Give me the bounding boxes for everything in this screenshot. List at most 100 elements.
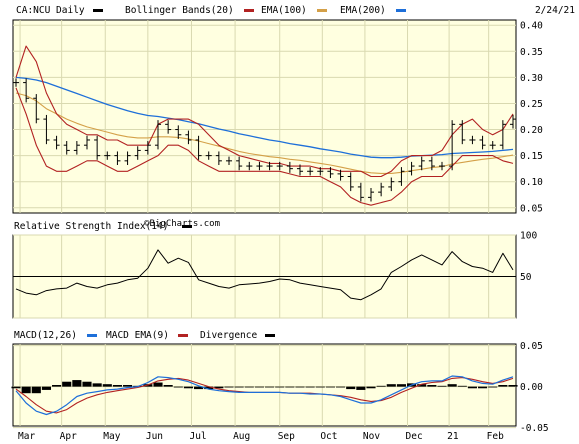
divergence-bar-1 <box>21 386 31 394</box>
legend-signal-swatch <box>178 334 188 337</box>
divergence-bar-42 <box>437 385 447 387</box>
y-tick-label: 50 <box>520 272 532 283</box>
x-tick-label-9: Dec <box>406 431 423 442</box>
legend-ema200-swatch <box>396 9 406 12</box>
divergence-bar-44 <box>457 385 467 387</box>
legend-macd-swatch <box>87 334 97 337</box>
divergence-bar-25 <box>265 386 275 388</box>
legend-bollinger-swatch <box>244 9 254 12</box>
legend-divergence-swatch <box>265 334 275 337</box>
macd-panel: MACD(12,26) MACD EMA(9) Divergence -0.05… <box>11 330 549 434</box>
divergence-bar-18 <box>194 386 204 390</box>
divergence-bar-48 <box>498 385 508 387</box>
legend-ema100-label: EMA(100) <box>261 5 307 16</box>
price-series-group <box>12 45 517 206</box>
divergence-bar-11 <box>123 385 133 387</box>
legend-macd-label: MACD(12,26) <box>14 330 77 341</box>
rsi-y-axis: 50 100 <box>520 231 537 284</box>
legend-divergence-label: Divergence <box>200 330 257 341</box>
divergence-bar-29 <box>305 386 315 388</box>
watermark: ©BigCharts.com <box>144 219 220 229</box>
divergence-bar-46 <box>478 386 488 389</box>
y-tick-label: 0.05 <box>520 203 543 214</box>
x-tick-label-2: May <box>103 431 120 442</box>
price-grid <box>13 20 516 213</box>
divergence-bar-33 <box>346 386 356 390</box>
divergence-bar-0 <box>11 386 21 389</box>
divergence-bar-10 <box>112 385 122 387</box>
x-tick-label-10: 21 <box>447 431 459 442</box>
divergence-bar-9 <box>102 384 112 387</box>
ema100-line <box>15 92 514 174</box>
divergence-bar-23 <box>244 386 254 388</box>
legend-rsi-label: Relative Strength Index(14) <box>14 221 168 232</box>
divergence-bar-22 <box>234 386 244 388</box>
x-tick-label-6: Sep <box>278 431 295 442</box>
legend-rsi-swatch <box>182 225 192 228</box>
divergence-bar-35 <box>366 386 376 389</box>
x-axis: Mar Apr May Jun Jul Aug Sep Oct Nov Dec 21 Feb <box>18 431 504 442</box>
x-tick-label-5: Aug <box>233 431 250 442</box>
divergence-bar-24 <box>254 386 264 388</box>
legend-price-label: CA:NCU Daily <box>16 5 85 16</box>
x-tick-label-0: Mar <box>18 431 35 442</box>
macd-grid <box>13 344 516 429</box>
divergence-bar-3 <box>41 386 51 390</box>
divergence-bar-21 <box>224 386 234 388</box>
divergence-bar-15 <box>163 385 173 387</box>
divergence-bar-5 <box>62 381 72 387</box>
divergence-bar-38 <box>396 384 406 387</box>
y-tick-label: 0.25 <box>520 99 543 110</box>
y-tick-label: 0.15 <box>520 151 543 162</box>
price-panel: 0.05 0.10 0.15 0.20 0.25 0.30 0.35 0.40 ©BigCha… <box>12 19 543 229</box>
divergence-bar-16 <box>173 386 183 388</box>
macd-y-axis: -0.05 0.00 0.05 <box>520 341 549 434</box>
divergence-bar-4 <box>52 385 62 387</box>
rsi-panel: Relative Strength Index(14) 50 100 <box>12 221 537 319</box>
divergence-bar-14 <box>153 382 163 387</box>
divergence-bar-36 <box>376 385 386 387</box>
divergence-bar-27 <box>285 386 295 388</box>
divergence-bar-43 <box>447 384 457 387</box>
x-tick-label-3: Jun <box>146 431 163 442</box>
y-tick-label: 100 <box>520 231 537 242</box>
price-plot-area <box>12 19 517 214</box>
divergence-bar-17 <box>183 386 193 389</box>
y-tick-label: 0.20 <box>520 125 543 136</box>
x-tick-label-8: Nov <box>363 431 380 442</box>
x-tick-label-7: Oct <box>320 431 337 442</box>
y-tick-label: 0.10 <box>520 177 543 188</box>
divergence-bar-8 <box>92 383 102 387</box>
divergence-bar-30 <box>315 386 325 388</box>
bollinger-lower-line <box>15 87 514 206</box>
y-tick-label: 0.05 <box>520 341 543 352</box>
macd-series-group <box>11 375 518 416</box>
legend-ema100-swatch <box>317 9 327 12</box>
legend-ema200-label: EMA(200) <box>340 5 386 16</box>
x-tick-label-4: Jul <box>189 431 206 442</box>
divergence-bar-47 <box>488 386 498 388</box>
y-tick-label: 0.00 <box>520 382 543 393</box>
x-tick-label-11: Feb <box>487 431 504 442</box>
price-legend: CA:NCU Daily Bollinger Bands(20) EMA(100… <box>16 5 575 16</box>
legend-price-swatch <box>93 9 103 12</box>
divergence-bar-26 <box>275 386 285 388</box>
divergence-bar-20 <box>214 386 224 389</box>
divergence-bar-37 <box>386 384 396 387</box>
rsi-line <box>15 249 514 301</box>
date-label: 2/24/21 <box>535 5 575 16</box>
divergence-bar-49 <box>508 385 518 387</box>
divergence-bar-32 <box>336 386 346 388</box>
y-tick-label: 0.35 <box>520 47 543 58</box>
y-tick-label: -0.05 <box>520 423 549 434</box>
divergence-bar-40 <box>417 384 427 387</box>
y-tick-label: 0.40 <box>520 21 543 32</box>
divergence-bar-41 <box>427 385 437 387</box>
divergence-bar-34 <box>356 386 366 390</box>
divergence-bar-19 <box>204 386 214 390</box>
y-tick-label: 0.30 <box>520 73 543 84</box>
divergence-bar-45 <box>467 386 477 389</box>
x-tick-label-1: Apr <box>60 431 77 442</box>
legend-signal-label: MACD EMA(9) <box>106 330 169 341</box>
